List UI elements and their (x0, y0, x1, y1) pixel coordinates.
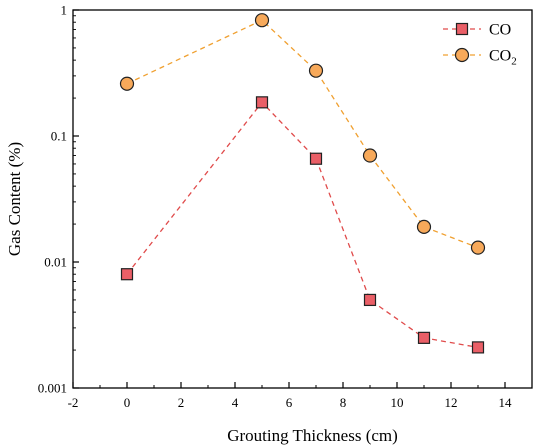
legend-label: CO2 (489, 48, 517, 68)
data-point (471, 341, 485, 354)
data-point (120, 268, 134, 281)
y-tick-label: 0.01 (44, 255, 67, 270)
data-point (309, 152, 323, 165)
series-line-0 (126, 101, 479, 349)
data-point (119, 76, 135, 91)
data-point (255, 96, 269, 109)
data-point (416, 219, 432, 234)
legend-marker (455, 22, 469, 36)
data-point (254, 13, 270, 28)
y-axis-title: Gas Content (%) (5, 142, 24, 256)
y-tick-label: 0.001 (38, 381, 67, 396)
series-lines (126, 19, 479, 349)
legend: CO CO2 (443, 22, 517, 68)
legend-label: CO (489, 22, 511, 39)
x-ticks: -2 0 2 4 6 8 10 12 14 (68, 382, 512, 410)
x-tick-label: 4 (232, 395, 239, 410)
x-tick-label: 0 (124, 395, 131, 410)
x-tick-label: 10 (391, 395, 404, 410)
y-tick-label: 0.1 (51, 129, 67, 144)
series-line-1 (126, 19, 479, 249)
data-point (362, 148, 378, 163)
plot-frame (72, 9, 533, 389)
y-tick-label: 1 (61, 3, 68, 18)
x-tick-label: 8 (340, 395, 347, 410)
data-point (363, 293, 377, 307)
data-point (308, 63, 324, 78)
x-axis-title: Grouting Thickness (cm) (227, 426, 398, 445)
data-point (470, 240, 486, 255)
legend-marker (454, 47, 470, 63)
x-tick-label: 2 (178, 395, 185, 410)
x-tick-label: 12 (445, 395, 458, 410)
series-markers (119, 13, 486, 354)
data-point (417, 331, 431, 344)
x-tick-label: 14 (499, 395, 513, 410)
x-tick-label: -2 (68, 395, 79, 410)
x-tick-label: 6 (286, 395, 293, 410)
y-ticks: 0.001 0.01 0.1 1 (38, 3, 79, 396)
